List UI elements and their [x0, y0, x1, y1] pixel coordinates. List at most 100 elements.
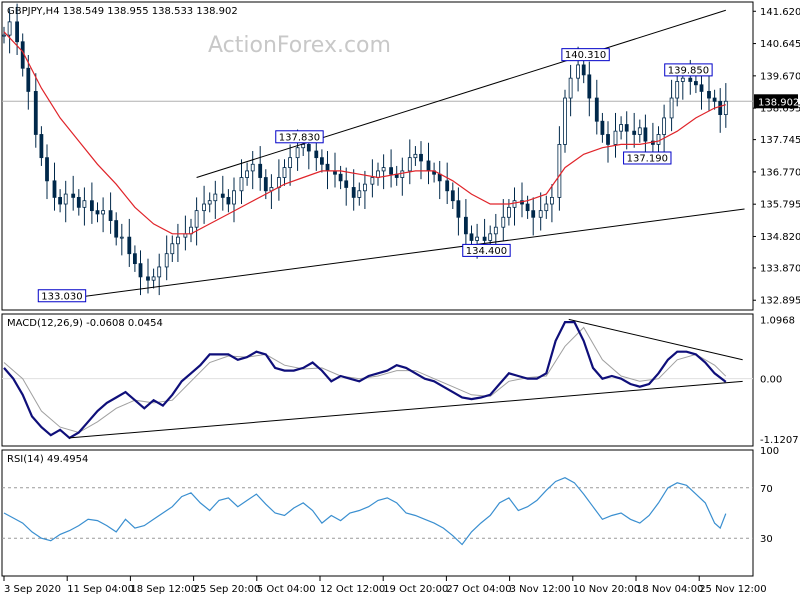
candle-body: [325, 163, 330, 172]
candle-body: [282, 167, 287, 178]
candle-body: [288, 157, 293, 168]
candle-body: [89, 200, 94, 212]
candle-body: [82, 200, 87, 208]
candle-body: [419, 153, 423, 162]
price-annotation-box: [561, 48, 610, 62]
candle-body: [624, 124, 629, 132]
candle-body: [699, 84, 704, 92]
candle-body: [463, 216, 468, 235]
candle-body: [114, 220, 119, 238]
candle-body: [506, 206, 511, 218]
candle-body: [656, 134, 661, 145]
macd-panel: [1, 313, 754, 447]
rsi-line: [3, 477, 727, 546]
candle-body: [707, 91, 711, 99]
macd-axis-label: 0.00: [760, 375, 782, 386]
candle-body: [176, 236, 180, 245]
candle-body: [538, 210, 543, 218]
candle-body: [101, 210, 106, 215]
candle-body: [581, 64, 586, 76]
candle-body: [619, 124, 623, 132]
candle-body: [263, 177, 268, 192]
candle-body: [220, 193, 225, 198]
candle-body: [544, 203, 549, 212]
candle-body: [576, 64, 580, 79]
candle-body: [207, 200, 212, 205]
candle-body: [151, 276, 156, 281]
candle-body: [606, 134, 610, 145]
candle-body: [475, 236, 480, 241]
candle-body: [306, 144, 311, 152]
macd-upper-trendline: [568, 318, 743, 361]
x-axis-label: 3 Nov 12:00: [510, 584, 571, 595]
rsi-axis-label: 30: [760, 534, 773, 545]
macd-lower-trendline: [69, 380, 743, 439]
candle-body: [600, 120, 605, 135]
candle-body: [76, 196, 81, 208]
candle-body: [213, 193, 218, 202]
candle-body: [95, 210, 100, 215]
candle-body: [351, 187, 356, 198]
candle-body: [568, 77, 573, 99]
price-plot: 133.030 137.830 134.400 140.310 137.190 139.8…: [2, 3, 753, 303]
price-axis-label: 136.770: [760, 167, 800, 178]
price-annotation-box: [37, 289, 87, 303]
price-axis-label: 135.795: [760, 200, 800, 211]
candle-body: [245, 170, 250, 178]
rsi-axis-label: 70: [760, 484, 773, 495]
price-axis-label: 137.745: [760, 135, 800, 146]
candle-body: [488, 233, 493, 241]
candle-body: [469, 233, 474, 241]
price-annotation-box: [275, 130, 324, 144]
candle-body: [15, 21, 19, 43]
candle-body: [723, 100, 728, 116]
candle-body: [407, 157, 412, 172]
candle-body: [363, 183, 367, 192]
candle-body: [512, 200, 517, 208]
candle-body: [108, 210, 113, 221]
candle-body: [344, 180, 349, 188]
candle-body: [258, 163, 263, 178]
x-axis-label: 18 Nov 04:00: [636, 584, 703, 595]
candle-body: [164, 253, 169, 268]
moving-average-line: [3, 31, 726, 235]
candle-body: [662, 117, 667, 135]
x-axis-label: 5 Oct 04:00: [257, 584, 316, 595]
candle-body: [63, 193, 68, 205]
macd-line: [3, 321, 727, 440]
price-panel-title: GBPJPY,H4 138.549 138.955 138.533 138.90…: [7, 6, 238, 17]
candle-body: [319, 157, 324, 165]
price-annotation-label: 137.190: [627, 153, 668, 164]
candle-body: [525, 203, 530, 212]
price-annotation-label: 140.310: [565, 50, 606, 61]
macd-signal-line: [3, 326, 727, 434]
candle-body: [675, 81, 680, 99]
candle-body: [295, 147, 300, 159]
candle-body: [119, 236, 124, 239]
candle-body: [370, 177, 375, 185]
candle-body: [58, 196, 62, 205]
candle-body: [157, 266, 162, 278]
candle-body: [2, 34, 6, 37]
candle-body: [33, 91, 38, 135]
candle-body: [637, 127, 642, 135]
macd-axis-label: 1.0968: [760, 316, 795, 327]
x-axis-label: 12 Oct 12:00: [320, 584, 385, 595]
rsi-panel: [1, 449, 754, 577]
x-axis-label: 27 Oct 04:00: [446, 584, 511, 595]
candle-body: [688, 77, 693, 82]
candle-body: [239, 177, 244, 192]
current-price-tag: [754, 94, 798, 109]
macd-axis-label: -1.1207: [760, 435, 799, 446]
candle-body: [694, 81, 698, 86]
x-axis-label: 3 Sep 2020: [4, 584, 61, 595]
candle-body: [127, 236, 132, 255]
candle-body: [587, 74, 592, 99]
candle-body: [389, 167, 393, 175]
price-axis-label: 138.695: [760, 104, 800, 115]
candle-body: [456, 200, 461, 218]
candle-body: [202, 203, 206, 212]
x-axis-label: 18 Sep 12:00: [130, 584, 197, 595]
price-annotation-label: 134.400: [466, 246, 507, 257]
